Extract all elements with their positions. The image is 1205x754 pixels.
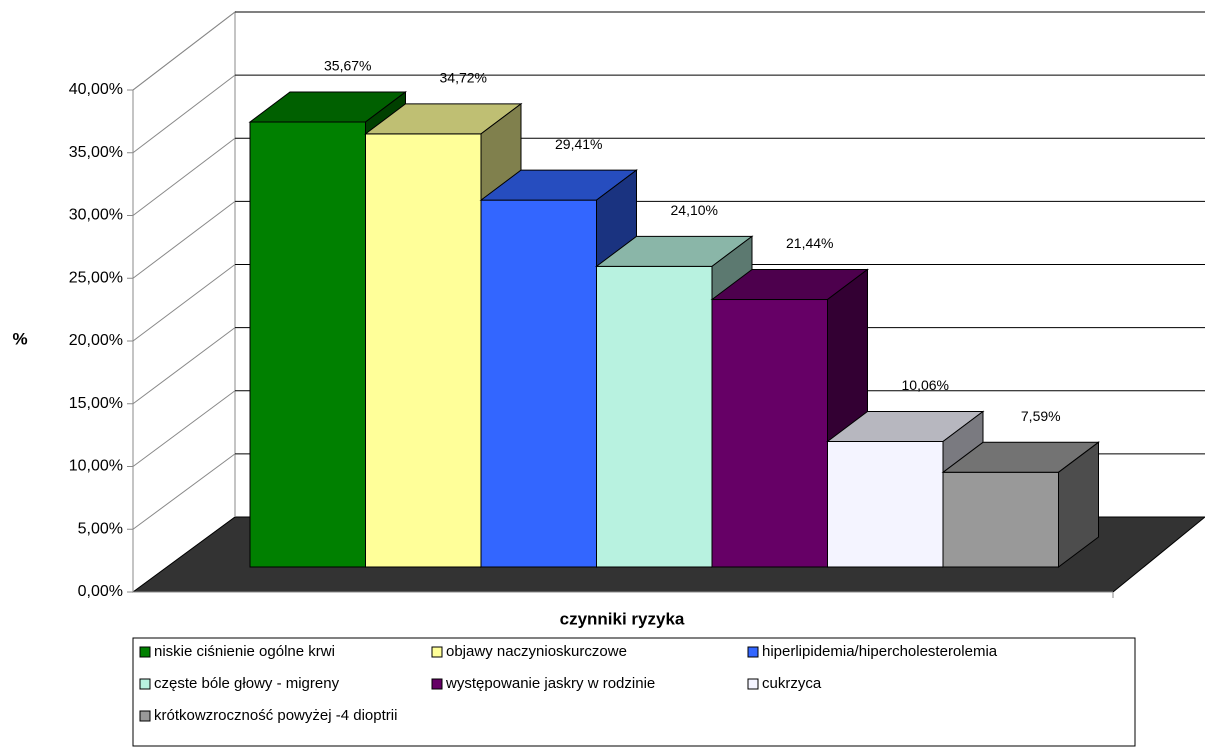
- legend-swatch: [431, 678, 443, 690]
- value-label: 34,72%: [440, 70, 487, 86]
- value-label: 7,59%: [1021, 408, 1061, 424]
- grid-line-side: [132, 453, 236, 530]
- bar-front: [827, 440, 944, 568]
- legend-swatch: [431, 646, 443, 658]
- grid-line-side: [132, 137, 236, 216]
- y-tick-label: 20,00%: [69, 332, 123, 349]
- grid-line-side: [132, 264, 236, 342]
- bar-front: [942, 471, 1059, 568]
- y-tick-label: 35,00%: [69, 144, 123, 161]
- value-label: 21,44%: [786, 235, 833, 251]
- y-tick-label: 0,00%: [78, 583, 123, 600]
- grid-line-side: [132, 327, 236, 405]
- y-tick-label: 15,00%: [69, 395, 123, 412]
- bar-front: [711, 299, 828, 568]
- y-tick-label: 5,00%: [78, 520, 123, 537]
- y-axis-title: %: [12, 329, 27, 348]
- legend-swatch: [139, 646, 151, 658]
- legend-swatch: [139, 678, 151, 690]
- legend-box: [132, 637, 1136, 747]
- x-axis-title: czynniki ryzyka: [560, 609, 685, 628]
- bar-side: [1058, 441, 1099, 568]
- bar-front: [596, 265, 713, 568]
- legend-label: cukrzyca: [762, 675, 822, 692]
- bar-front: [480, 199, 597, 568]
- legend-swatch: [747, 678, 759, 690]
- bar-front: [249, 121, 366, 568]
- y-tick-label: 40,00%: [69, 81, 123, 98]
- bar-front: [365, 133, 482, 568]
- grid-line-side: [132, 74, 236, 154]
- grid-line-side: [132, 390, 236, 467]
- grid-line-side: [132, 11, 236, 91]
- value-label: 24,10%: [671, 202, 718, 218]
- value-label: 29,41%: [555, 136, 602, 152]
- legend-swatch: [139, 710, 151, 722]
- y-tick-label: 30,00%: [69, 207, 123, 224]
- y-tick-label: 25,00%: [69, 269, 123, 286]
- legend-label: występowanie jaskry w rodzinie: [445, 675, 655, 692]
- value-label: 10,06%: [902, 377, 949, 393]
- legend-label: częste bóle głowy - migreny: [154, 675, 340, 692]
- value-label: 35,67%: [324, 58, 371, 74]
- legend-label: objawy naczynioskurczowe: [446, 643, 627, 660]
- legend-swatch: [747, 646, 759, 658]
- bar: [941, 441, 1100, 568]
- side-wall: [132, 10, 236, 593]
- legend-label: krótkowzroczność powyżej -4 dioptrii: [154, 707, 397, 724]
- legend-label: hiperlipidemia/hipercholesterolemia: [762, 643, 998, 660]
- grid-line-side: [132, 200, 236, 279]
- y-tick-label: 10,00%: [69, 458, 123, 475]
- legend-label: niskie ciśnienie ogólne krwi: [154, 643, 335, 660]
